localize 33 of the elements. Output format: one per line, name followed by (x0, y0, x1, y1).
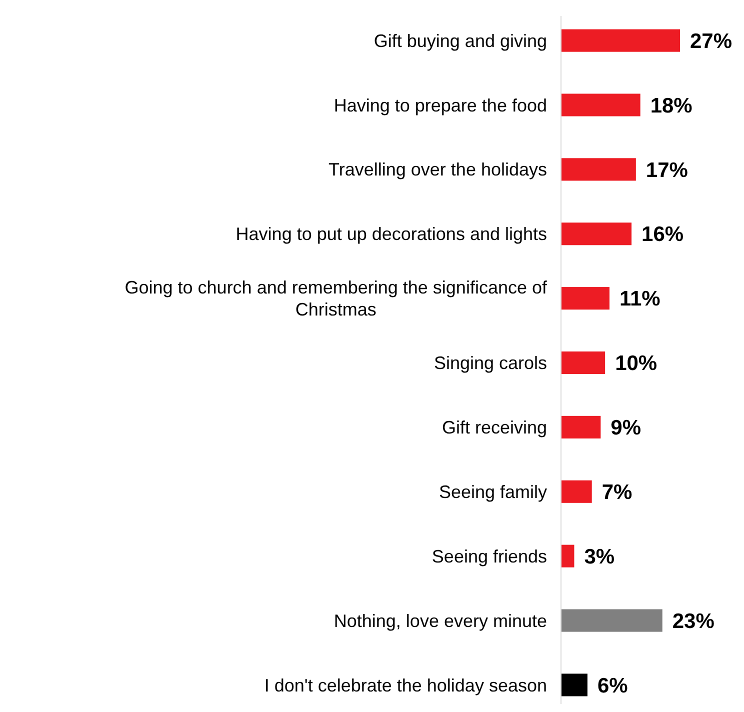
y-tick-label: Gift buying and giving (374, 30, 547, 51)
y-tick-label: Travelling over the holidays (328, 160, 547, 180)
y-tick-label: Singing carols (434, 353, 547, 374)
data-label: 17% (646, 158, 688, 182)
data-label: 6% (597, 674, 628, 698)
data-label: 23% (672, 610, 715, 633)
bar (561, 94, 640, 116)
data-label: 18% (650, 94, 693, 118)
bar (561, 29, 680, 52)
y-tick-label: I don't celebrate the holiday season (264, 675, 547, 696)
bar (561, 222, 632, 246)
bar (561, 480, 592, 503)
data-label: 16% (642, 223, 684, 246)
bar (561, 609, 662, 632)
bar (561, 351, 606, 374)
bar (561, 674, 588, 696)
bar (561, 544, 574, 568)
bar (561, 287, 610, 310)
y-tick-label: Going to church and remembering the significance of Christmas (124, 278, 548, 320)
data-label: 11% (619, 288, 661, 311)
bar (561, 158, 636, 181)
y-tick-label: Nothing, love every minute (334, 610, 547, 631)
y-tick-label: Gift receiving (442, 417, 547, 438)
data-label: 7% (602, 480, 633, 504)
data-label: 10% (615, 352, 658, 376)
y-tick-label: Having to put up decorations and lights (236, 224, 547, 244)
data-label: 27% (690, 30, 732, 53)
y-tick-label: Seeing family (438, 482, 547, 502)
bar (561, 416, 601, 438)
y-tick-label: Seeing friends (432, 546, 547, 566)
data-label: 9% (610, 416, 642, 440)
y-tick-label: Having to prepare the food (334, 95, 547, 116)
data-label: 3% (584, 545, 615, 568)
